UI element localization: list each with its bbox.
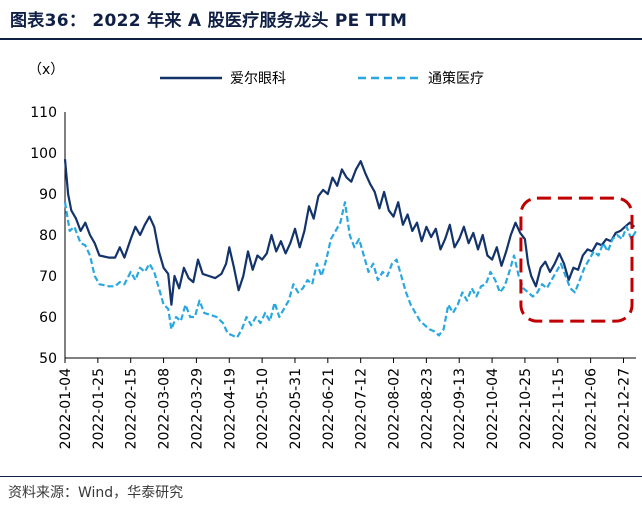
x-tick-label: 2022-07-12 xyxy=(354,368,370,449)
x-tick-label: 2022-03-29 xyxy=(189,368,205,449)
x-tick-label: 2022-06-21 xyxy=(321,368,337,449)
y-tick-label: 60 xyxy=(39,310,57,326)
x-tick-label: 2022-12-27 xyxy=(616,368,632,449)
y-tick-label: 90 xyxy=(39,187,57,203)
x-tick-label: 2022-05-10 xyxy=(255,368,271,449)
y-tick-label: 100 xyxy=(30,146,57,162)
x-tick-label: 2022-10-25 xyxy=(518,368,534,449)
x-tick-label: 2022-08-23 xyxy=(419,368,435,449)
legend-label-2: 通策医疗 xyxy=(428,70,484,87)
x-tick-label: 2022-11-15 xyxy=(551,368,567,449)
legend-label-1: 爱尔眼科 xyxy=(230,71,286,87)
x-tick-label: 2022-10-04 xyxy=(485,368,501,449)
y-tick-label: 70 xyxy=(39,269,57,285)
title-divider xyxy=(0,38,642,40)
x-tick-label: 2022-05-31 xyxy=(288,368,304,449)
series-line-2 xyxy=(63,201,637,339)
legend: 爱尔眼科 通策医疗 xyxy=(160,70,484,87)
x-tick-label: 2022-01-25 xyxy=(91,368,107,449)
y-axis-unit-label: （x） xyxy=(28,62,64,78)
x-tick-label: 2022-09-13 xyxy=(452,368,468,449)
y-tick-label: 80 xyxy=(39,228,57,244)
x-tick-label: 2022-03-08 xyxy=(157,368,173,449)
series-lines xyxy=(63,159,637,339)
y-tick-label: 50 xyxy=(39,351,57,367)
pe-ttm-line-chart: （x） 爱尔眼科 通策医疗 50 60 70 80 90 100 110 2022-01-04… xyxy=(28,62,637,449)
highlight-box xyxy=(519,196,634,323)
x-tick-label: 2022-02-15 xyxy=(124,368,140,449)
y-axis: 50 60 70 80 90 100 110 xyxy=(30,105,66,367)
x-axis: 2022-01-04 2022-01-25 2022-02-15 2022-03-08… xyxy=(58,357,636,449)
chart-title: 图表36： 2022 年来 A 股医疗服务龙头 PE TTM xyxy=(10,11,408,31)
x-tick-label: 2022-12-06 xyxy=(584,368,600,449)
series-line-1 xyxy=(63,159,636,306)
x-tick-label: 2022-01-04 xyxy=(58,368,74,449)
source-note: 资料来源：Wind，华泰研究 xyxy=(8,485,184,501)
highlight-annotation xyxy=(519,196,634,323)
x-tick-label: 2022-08-02 xyxy=(387,368,403,449)
y-tick-label: 110 xyxy=(30,105,57,121)
source-divider xyxy=(0,476,642,477)
x-tick-label: 2022-04-19 xyxy=(222,368,238,449)
